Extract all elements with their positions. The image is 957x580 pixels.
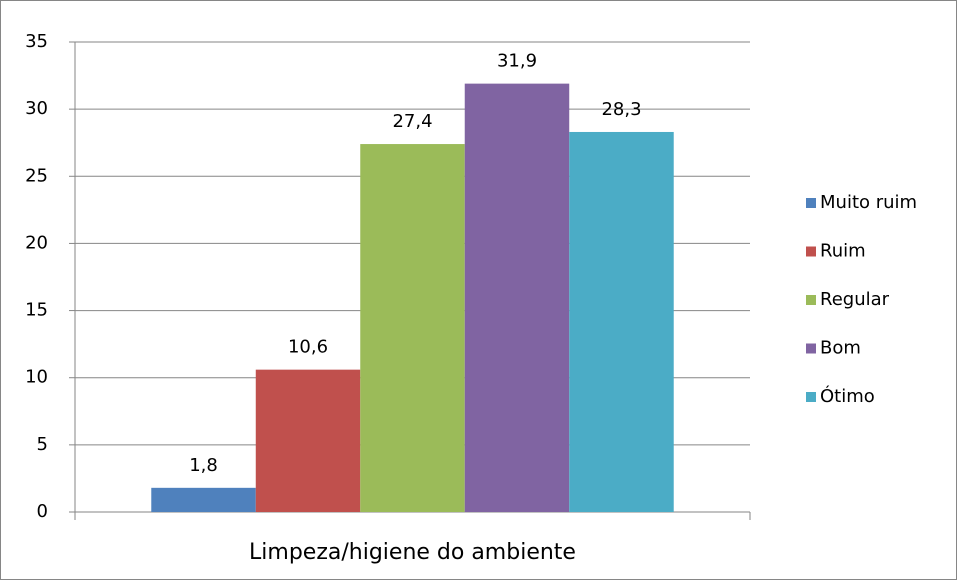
legend-swatch [806, 343, 816, 354]
legend-label: Ótimo [820, 385, 875, 407]
data-label: 1,8 [189, 455, 218, 476]
data-label: 31,9 [497, 51, 537, 72]
bar [151, 487, 256, 512]
x-tick-label: Limpeza/higiene do ambiente [249, 540, 576, 565]
y-tick-label: 10 [25, 367, 48, 388]
bar [360, 144, 465, 513]
legend-swatch [806, 246, 816, 257]
legend-label: Regular [820, 289, 890, 310]
legend-swatch [806, 295, 816, 305]
bar [255, 369, 361, 512]
legend-swatch [806, 198, 816, 208]
legend-label: Muito ruim [820, 192, 917, 213]
legend-label: Ruim [820, 241, 866, 262]
y-tick-label: 20 [25, 232, 48, 253]
y-tick-label: 25 [25, 165, 48, 186]
legend-label: Bom [820, 338, 861, 359]
y-tick-label: 5 [37, 434, 48, 455]
legend-swatch [806, 392, 816, 402]
data-label: 10,6 [288, 337, 328, 358]
bar [464, 83, 570, 512]
y-tick-label: 35 [25, 31, 48, 52]
data-label: 27,4 [392, 111, 432, 132]
y-tick-label: 30 [25, 98, 48, 119]
data-label: 28,3 [601, 99, 641, 120]
y-tick-label: 15 [25, 300, 48, 321]
y-tick-label: 0 [37, 501, 48, 522]
bar [569, 131, 674, 512]
